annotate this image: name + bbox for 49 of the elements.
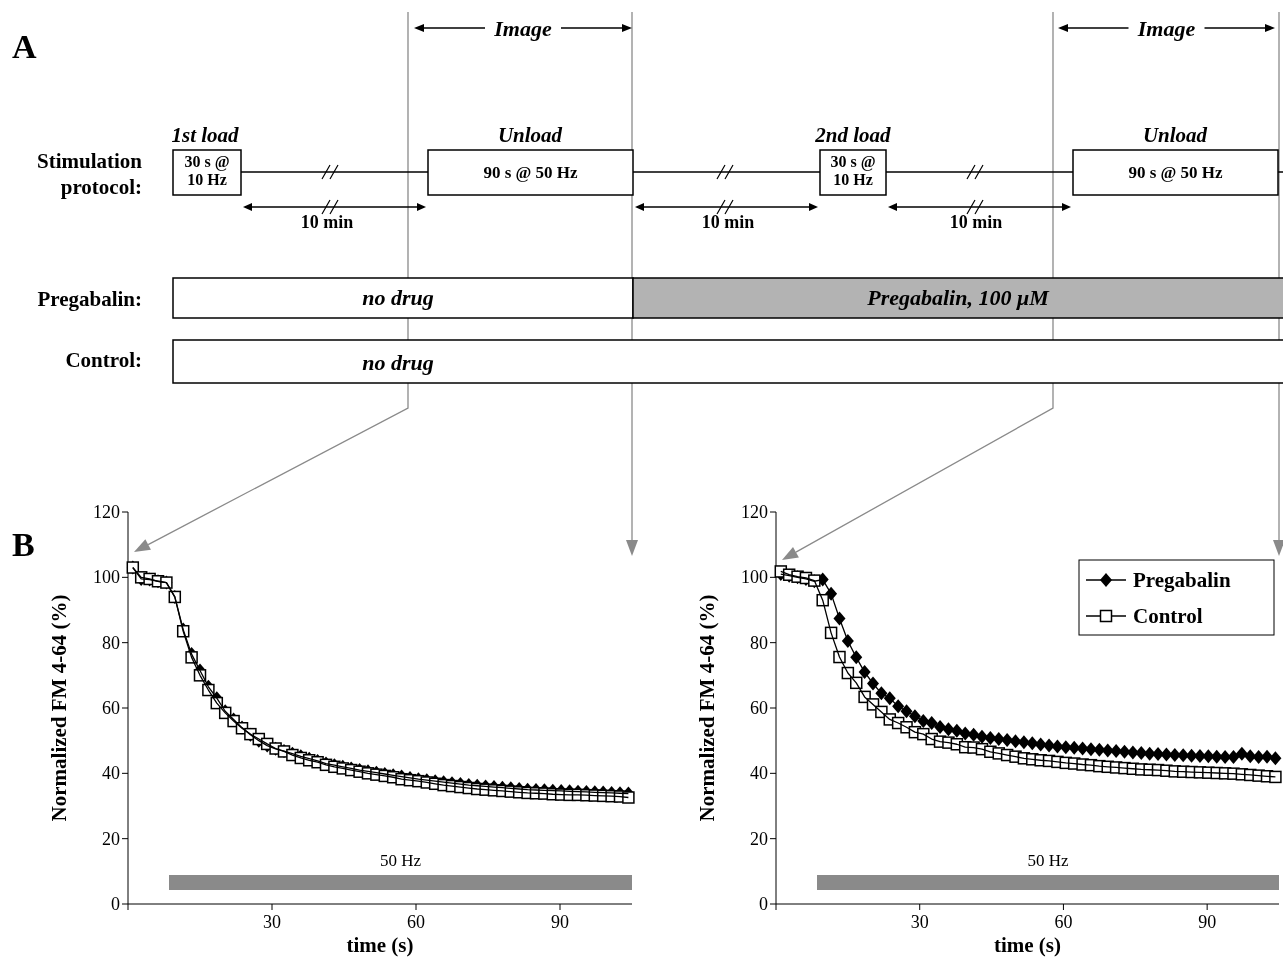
x-axis-title: time (s) [346, 933, 414, 957]
x-tick-label: 60 [407, 912, 425, 932]
y-tick-label: 120 [93, 502, 120, 522]
text: Control: [65, 348, 142, 372]
x-tick-label: 60 [1054, 912, 1073, 932]
text: Unload [1142, 123, 1208, 147]
text: no drug [362, 350, 434, 375]
y-tick-label: 60 [750, 698, 768, 718]
text: 10 min [949, 212, 1003, 232]
y-axis-title: Normalized FM 4-64 (%) [695, 594, 719, 822]
y-tick-label: 120 [741, 502, 768, 522]
y-tick-label: 20 [750, 828, 768, 849]
x-tick-label: 90 [1198, 912, 1217, 932]
text: 1st load [171, 123, 240, 147]
text: no drug [362, 285, 434, 310]
text: Stimulation protocol: [36, 149, 143, 199]
text: 30 s @ 10 Hz [184, 153, 230, 188]
text: 2nd load [814, 123, 892, 147]
y-tick-label: 100 [741, 567, 768, 588]
y-tick-label: 20 [102, 828, 120, 849]
y-tick-label: 40 [102, 763, 120, 784]
y-tick-label: 40 [750, 763, 768, 784]
y-tick-label: 0 [759, 894, 768, 914]
chart-title: B [12, 526, 35, 563]
y-axis-title: Normalized FM 4-64 (%) [47, 594, 71, 822]
y-tick-label: 100 [93, 567, 120, 588]
text: Pregabalin: [37, 287, 142, 311]
y-tick-label: 0 [111, 894, 120, 914]
text: 90 s @ 50 Hz [1128, 163, 1224, 182]
text: Image [1136, 16, 1196, 41]
text: 10 min [300, 212, 354, 232]
annotation: 50 Hz [379, 851, 422, 870]
y-tick-label: 80 [750, 632, 768, 653]
text: 90 s @ 50 Hz [483, 163, 579, 182]
text: 30 s @ 10 Hz [830, 153, 876, 188]
annotation: 50 Hz [1027, 851, 1069, 870]
x-tick-label: 30 [910, 912, 929, 932]
text: A [12, 28, 37, 65]
text: Unload [497, 123, 563, 147]
legend-label: Control [1133, 604, 1203, 628]
y-tick-label: 60 [102, 698, 120, 718]
text: 10 min [701, 212, 755, 232]
x-axis-title: time (s) [993, 933, 1062, 957]
text: Pregabalin, 100 μM [866, 285, 1051, 310]
x-tick-label: 90 [551, 912, 569, 932]
x-tick-label: 30 [263, 912, 281, 932]
y-tick-label: 80 [102, 632, 120, 653]
legend-label: Pregabalin [1133, 568, 1231, 592]
text: Image [493, 16, 552, 41]
